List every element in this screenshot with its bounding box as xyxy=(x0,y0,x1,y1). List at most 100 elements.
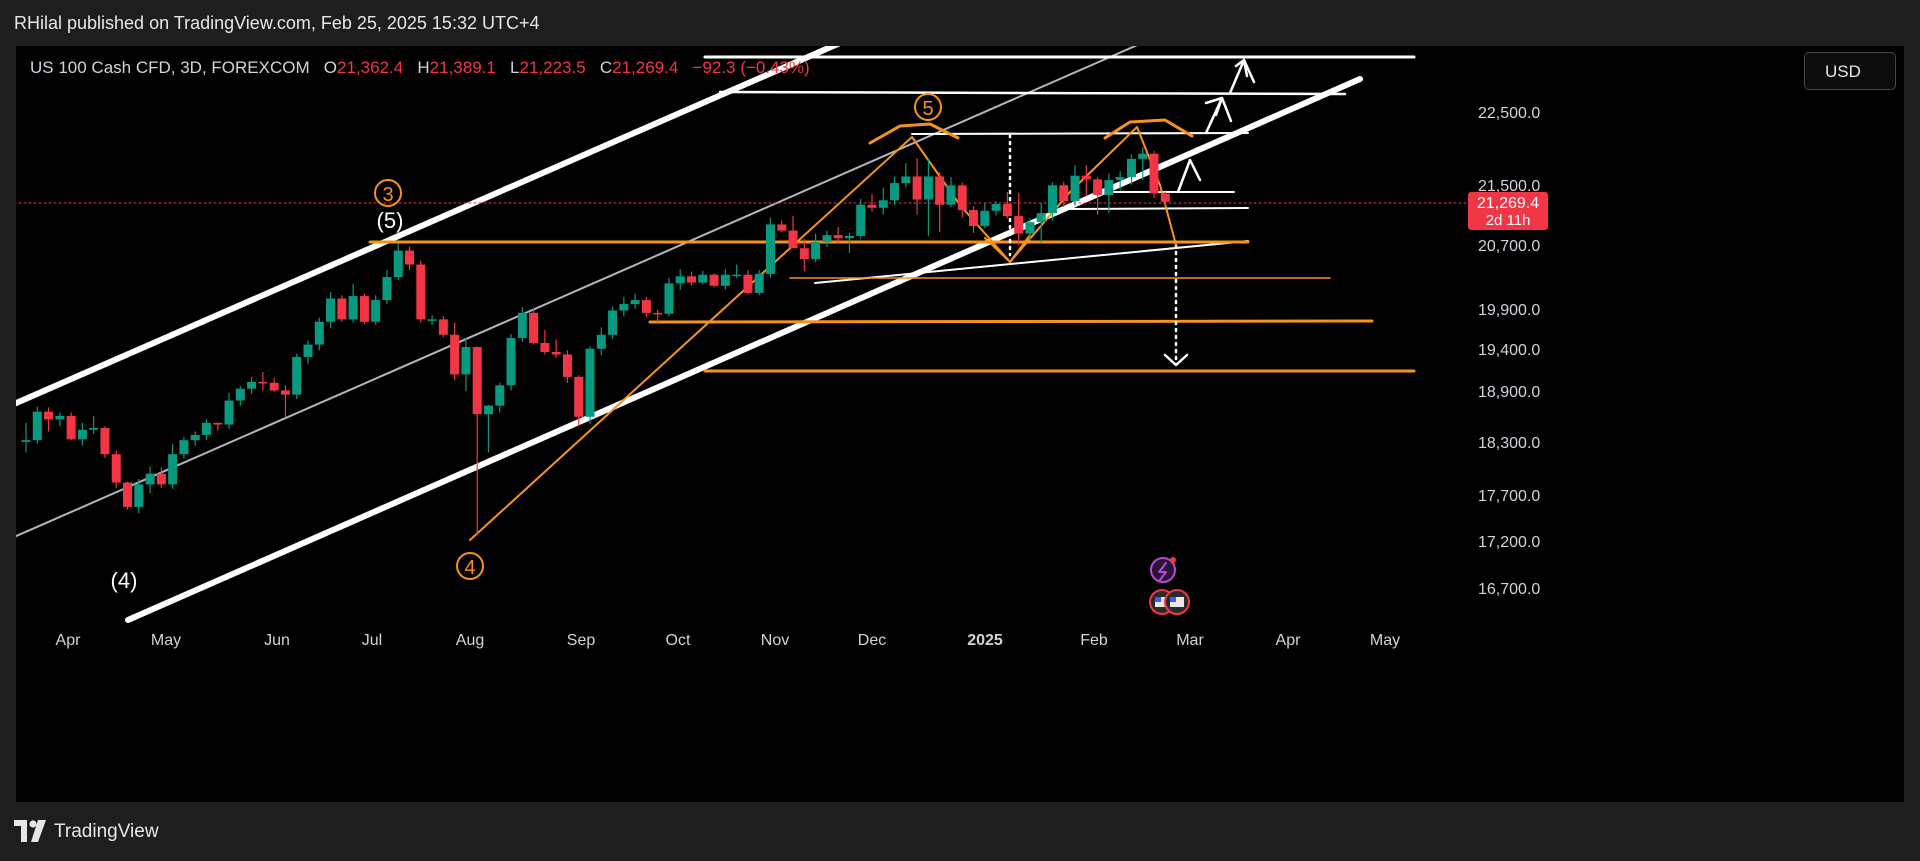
candle xyxy=(461,338,471,392)
close-label: C xyxy=(599,58,613,77)
candle xyxy=(314,317,324,351)
price-tick-label: 22,500.0 xyxy=(1478,105,1540,122)
low-value: 21,223.5 xyxy=(519,58,586,77)
candle-body xyxy=(991,204,1001,211)
candle xyxy=(1104,173,1114,214)
candle xyxy=(201,419,211,441)
candle xyxy=(754,270,764,296)
candle xyxy=(450,322,460,381)
time-tick-label: Apr xyxy=(1276,632,1302,649)
tradingview-logo-icon xyxy=(14,820,46,842)
candle xyxy=(393,243,403,281)
candle-body xyxy=(450,334,460,375)
price-tick-label: 19,900.0 xyxy=(1478,302,1540,319)
price-tick-label: 18,300.0 xyxy=(1478,435,1540,452)
candle-body xyxy=(608,310,618,335)
candle xyxy=(641,296,651,317)
target-arrowhead-down xyxy=(1163,353,1189,367)
candle-body xyxy=(32,411,42,441)
candle xyxy=(1014,192,1024,246)
candle xyxy=(980,203,990,229)
candle-body xyxy=(720,274,730,286)
candle-body xyxy=(844,235,854,239)
flag-canton-icon xyxy=(1155,597,1161,602)
candle-body xyxy=(619,304,629,311)
candle-body xyxy=(348,296,358,320)
candle xyxy=(811,233,821,263)
candle-body xyxy=(935,176,945,205)
change-value: −92.3 (−0.43%) xyxy=(692,58,810,77)
candle-body xyxy=(179,440,189,455)
candle-body xyxy=(946,185,956,205)
time-tick-label: Nov xyxy=(761,632,789,649)
inner-channel-mid-line xyxy=(16,46,1138,538)
breakout-arrow-2 xyxy=(1228,58,1256,95)
event-dot-icon xyxy=(1170,557,1176,563)
candle-body xyxy=(190,434,200,441)
candle-body xyxy=(1002,204,1012,217)
candle xyxy=(912,158,922,215)
candle-body xyxy=(923,176,933,200)
candle-body xyxy=(822,235,832,243)
currency-button[interactable]: USD xyxy=(1804,52,1896,90)
candle-body xyxy=(213,422,223,425)
candle-body xyxy=(969,210,979,226)
orange-wave-path xyxy=(469,126,1177,541)
candle-body xyxy=(371,300,381,322)
candle xyxy=(326,292,336,329)
candle xyxy=(901,163,911,188)
candle-body xyxy=(359,296,369,322)
candle xyxy=(303,340,313,364)
candle xyxy=(123,481,133,510)
time-tick-label: May xyxy=(151,632,181,649)
candle-body xyxy=(224,400,234,425)
candle xyxy=(923,159,933,236)
candle xyxy=(66,412,76,441)
candle-body xyxy=(1138,153,1148,159)
wave-label-4: 4 xyxy=(464,557,475,579)
candle-body xyxy=(495,385,505,406)
candle xyxy=(765,217,775,278)
candle xyxy=(156,467,166,488)
candle-body xyxy=(21,440,31,442)
price-tick-label: 20,700.0 xyxy=(1478,238,1540,255)
candle xyxy=(878,187,888,215)
chart-pane[interactable]: (4) 3 (5) 4 5 22,500.0 21,500.0 20,700.0 19,900.… xyxy=(16,46,1904,802)
candlestick-chart[interactable]: (4) 3(5) 4 5 22,500.0 21,500.0 20,700.0 19,900.… xyxy=(16,46,1904,802)
candle xyxy=(1149,150,1159,199)
candle-body xyxy=(912,176,922,200)
bolt-glyph-icon xyxy=(1158,562,1167,581)
candle-body xyxy=(337,298,347,320)
price-tag-countdown: 2d 11h xyxy=(1486,212,1531,229)
candle xyxy=(664,277,674,317)
candle xyxy=(935,172,945,233)
candle-body xyxy=(44,411,54,420)
candle xyxy=(1138,147,1148,181)
candle xyxy=(788,216,798,249)
candle xyxy=(506,333,516,391)
candle-body xyxy=(867,204,877,208)
candle-body xyxy=(292,356,302,395)
price-tag-value: 21,269.4 xyxy=(1477,195,1539,212)
low-label: L xyxy=(510,58,520,77)
candle-body xyxy=(957,185,967,211)
wave-label-minor-5: (5) xyxy=(377,208,404,233)
candle xyxy=(438,316,448,338)
candle-body xyxy=(811,242,821,260)
candle-body xyxy=(754,273,764,293)
candle-body xyxy=(1036,213,1046,223)
candle-body xyxy=(1025,222,1035,234)
candle xyxy=(957,182,967,218)
candle xyxy=(743,270,753,295)
time-tick-label: Dec xyxy=(858,632,886,649)
candle xyxy=(1115,171,1125,191)
candle xyxy=(32,406,42,444)
candle xyxy=(833,226,843,244)
price-axis xyxy=(1792,46,1904,802)
candle-body xyxy=(1081,175,1091,180)
symbol-label[interactable]: US 100 Cash CFD, 3D, FOREXCOM xyxy=(30,58,310,77)
candle xyxy=(777,220,787,233)
candle xyxy=(44,407,54,432)
candle xyxy=(562,350,572,383)
candle-body xyxy=(461,347,471,375)
